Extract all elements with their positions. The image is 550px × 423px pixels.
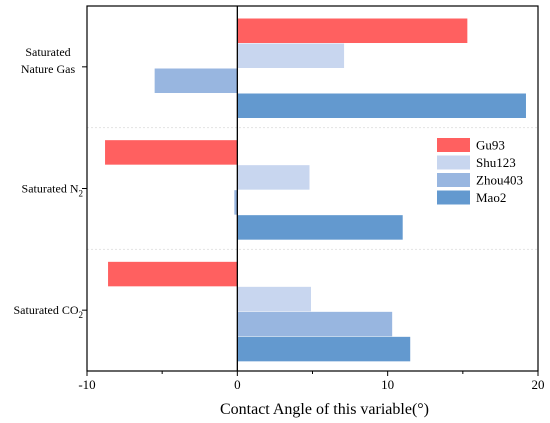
bar: [105, 140, 238, 165]
bar: [237, 165, 310, 190]
x-tick-label: 20: [532, 377, 545, 392]
y-axis-ticks: [82, 66, 87, 311]
group-separators: [87, 127, 538, 250]
legend-label: Shu123: [476, 155, 516, 170]
x-tick-label: -10: [78, 377, 95, 392]
bar: [234, 190, 238, 215]
legend: Gu93 Shu123 Zhou403 Mao2: [437, 138, 523, 205]
legend-label: Zhou403: [476, 173, 523, 188]
category-label: Nature Gas: [21, 62, 76, 76]
bar: [237, 43, 345, 68]
x-axis-title: Contact Angle of this variable(°): [220, 401, 429, 418]
bar: [237, 336, 411, 362]
bars: [105, 18, 526, 362]
category-label: Saturated N2: [22, 182, 83, 199]
legend-swatch: [437, 190, 470, 205]
x-tick-label: 0: [234, 377, 241, 392]
legend-swatch: [437, 138, 470, 152]
bar: [237, 215, 403, 240]
x-axis-ticks: -10 0 10 20: [78, 371, 545, 392]
category-label: Saturated: [25, 45, 70, 59]
category-labels: Saturated Nature Gas Saturated N2 Saturated…: [14, 45, 84, 320]
x-tick-label: 10: [381, 377, 394, 392]
legend-label: Mao2: [476, 190, 506, 205]
bar: [108, 261, 238, 287]
legend-swatch: [437, 173, 470, 187]
bar: [237, 286, 311, 312]
bar: [154, 68, 238, 93]
bar: [237, 93, 526, 118]
legend-label: Gu93: [476, 138, 505, 153]
category-label: Saturated CO2: [14, 303, 84, 320]
bar: [237, 311, 393, 337]
bar: [237, 18, 468, 43]
legend-swatch: [437, 155, 470, 170]
